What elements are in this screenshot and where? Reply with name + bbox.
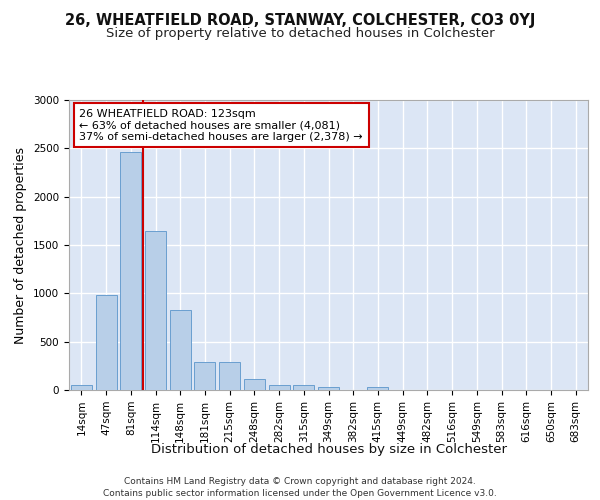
Bar [145, 230, 166, 390]
Bar [367, 386, 388, 390]
Bar [170, 310, 191, 390]
Bar [71, 385, 92, 390]
Bar [194, 362, 215, 390]
Text: 26 WHEATFIELD ROAD: 123sqm
← 63% of detached houses are smaller (4,081)
37% of s: 26 WHEATFIELD ROAD: 123sqm ← 63% of deta… [79, 108, 363, 142]
Bar [219, 362, 240, 390]
Bar [244, 380, 265, 390]
Text: Distribution of detached houses by size in Colchester: Distribution of detached houses by size … [151, 442, 507, 456]
Bar [120, 152, 141, 390]
Bar [269, 385, 290, 390]
Y-axis label: Number of detached properties: Number of detached properties [14, 146, 28, 344]
Bar [95, 295, 116, 390]
Text: Contains public sector information licensed under the Open Government Licence v3: Contains public sector information licen… [103, 489, 497, 498]
Text: Size of property relative to detached houses in Colchester: Size of property relative to detached ho… [106, 28, 494, 40]
Text: 26, WHEATFIELD ROAD, STANWAY, COLCHESTER, CO3 0YJ: 26, WHEATFIELD ROAD, STANWAY, COLCHESTER… [65, 12, 535, 28]
Text: Contains HM Land Registry data © Crown copyright and database right 2024.: Contains HM Land Registry data © Crown c… [124, 478, 476, 486]
Bar [318, 386, 339, 390]
Bar [293, 385, 314, 390]
